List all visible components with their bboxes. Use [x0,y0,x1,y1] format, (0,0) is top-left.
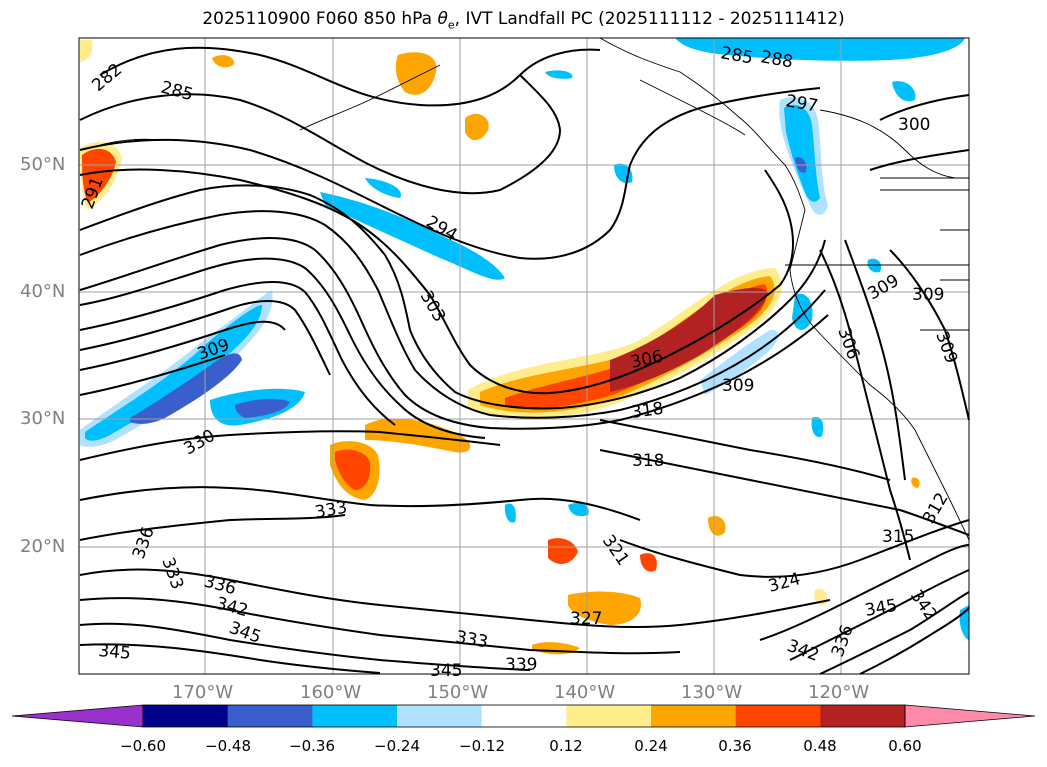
colorbar-segment [397,705,483,727]
lat-label-20n: 20°N [20,536,66,557]
contour-label: 300 [898,115,930,135]
colorbar [11,704,1036,728]
lon-label-130w: 130°W [681,682,743,703]
colorbar-tick-label: 0.60 [888,737,922,755]
lon-label-140w: 140°W [554,682,616,703]
map-frame [78,37,970,675]
colorbar-segment [820,705,906,727]
positive-pc-shading [80,40,920,655]
contour-label: 315 [882,527,914,547]
colorbar-segment [143,705,229,727]
contour-label: 339 [505,655,537,675]
lon-label-170w: 170°W [172,682,234,703]
colorbar-tick-label: −0.24 [374,737,420,755]
graticule [79,38,969,674]
colorbar-tick-label: 0.12 [549,737,583,755]
colorbar-segment [312,705,398,727]
lon-label-150w: 150°W [427,682,489,703]
map-area: 282 285 291 294 303 309 330 333 336 333 … [78,37,970,681]
map-title: 2025110900 F060 850 hPa θe, IVT Landfall… [202,9,845,32]
colorbar-tick-label: −0.60 [120,737,166,755]
colorbar-segment [481,705,567,727]
colorbar-tick-label: 0.36 [718,737,752,755]
contour-label: 318 [630,399,665,423]
colorbar-segment [227,705,313,727]
colorbar-tick-label: 0.48 [803,737,837,755]
colorbar-segment [566,705,652,727]
colorbar-tick-label: 0.24 [634,737,668,755]
lat-label-30n: 30°N [20,408,66,429]
contour-label: 327 [570,609,602,629]
contour-label: 345 [98,641,132,664]
contour-label: 345 [430,661,462,681]
colorbar-extend-min [11,704,144,728]
contour-label: 318 [632,451,664,471]
colorbar-segment [735,705,821,727]
colorbar-tick-label: −0.12 [459,737,505,755]
lat-label-40n: 40°N [20,281,66,302]
contour-label: 309 [912,285,944,305]
lon-label-120w: 120°W [808,682,870,703]
theta-e-contours [79,46,970,675]
lon-label-160w: 160°W [300,682,362,703]
lat-label-50n: 50°N [20,154,66,175]
colorbar-segment [651,705,737,727]
negative-pc-shading [80,38,969,640]
colorbar-tick-label: −0.36 [289,737,335,755]
contour-label: 309 [722,376,754,396]
colorbar-extend-max [904,704,1036,728]
colorbar-tick-label: −0.48 [205,737,251,755]
